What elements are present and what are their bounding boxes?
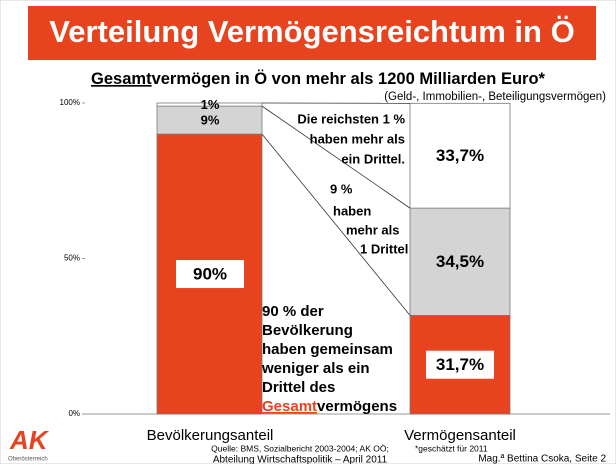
value-label: 34,5% [436, 252, 484, 271]
bar-segment [409, 102, 511, 209]
title-banner [28, 6, 596, 60]
bar-segment [156, 102, 263, 107]
logo: AK [9, 425, 50, 455]
value-label: 9% [201, 113, 220, 128]
label-box [176, 260, 244, 289]
value-label: 31,7% [436, 355, 484, 374]
y-tick-label: 50% [64, 254, 80, 263]
chart-title: Verteilung Vermögensreichtum in Ö [49, 14, 574, 49]
footer-source: Quelle: BMS, Sozialbericht 2003-2004; AK… [211, 443, 389, 453]
annotation: haben gemeinsam [262, 341, 393, 358]
annotation: haben mehr als [310, 131, 405, 146]
y-tick-label: 0% [68, 409, 80, 418]
value-label: 1% [201, 97, 220, 112]
annotation: weniger als ein [261, 360, 370, 377]
bar-segment [409, 207, 511, 316]
footer-estimate: *geschätzt für 2011 [415, 443, 488, 453]
bar-segment [156, 105, 263, 135]
connector [261, 105, 411, 209]
footer-department: Abteilung Wirtschaftspolitik – April 201… [213, 455, 388, 464]
annotation: 9 % [330, 181, 353, 196]
logo-sub: Oberösterreich [8, 457, 48, 463]
annotation: mehr als [346, 222, 399, 237]
subtitle-part: vermögen in Ö von mehr als 1200 Milliard… [152, 69, 546, 88]
annotation: 90 % der [262, 303, 324, 320]
annotation: Gesamtvermögens [262, 398, 397, 415]
subtitle-part: Gesamt [91, 70, 152, 88]
annotation: 1 Drittel [360, 241, 408, 256]
annotation: haben [333, 203, 371, 218]
connector [261, 133, 411, 316]
footer-author: Mag.ª Bettina Csoka, Seite 2 [478, 454, 606, 464]
annotation: Bevölkerung [262, 322, 353, 339]
annotation: Drittel des [262, 379, 335, 396]
note: (Geld-, Immobilien-, Beteiligungsvermöge… [384, 91, 606, 103]
annotation: ein Drittel. [341, 151, 405, 166]
x-tick-label: Vermögensanteil [404, 427, 516, 444]
annotation-part: vermögens [317, 398, 397, 415]
chart-subtitle: Gesamtvermögen in Ö von mehr als 1200 Mi… [91, 69, 545, 88]
label-box [426, 350, 494, 379]
annotation-highlight: Gesamt [262, 398, 317, 415]
value-label: 90% [193, 265, 227, 284]
x-tick-label: Bevölkerungsanteil [147, 427, 274, 444]
annotation: Die reichsten 1 % [297, 111, 405, 126]
y-tick-label: 100% [60, 98, 80, 107]
value-label: 33,7% [436, 146, 484, 165]
